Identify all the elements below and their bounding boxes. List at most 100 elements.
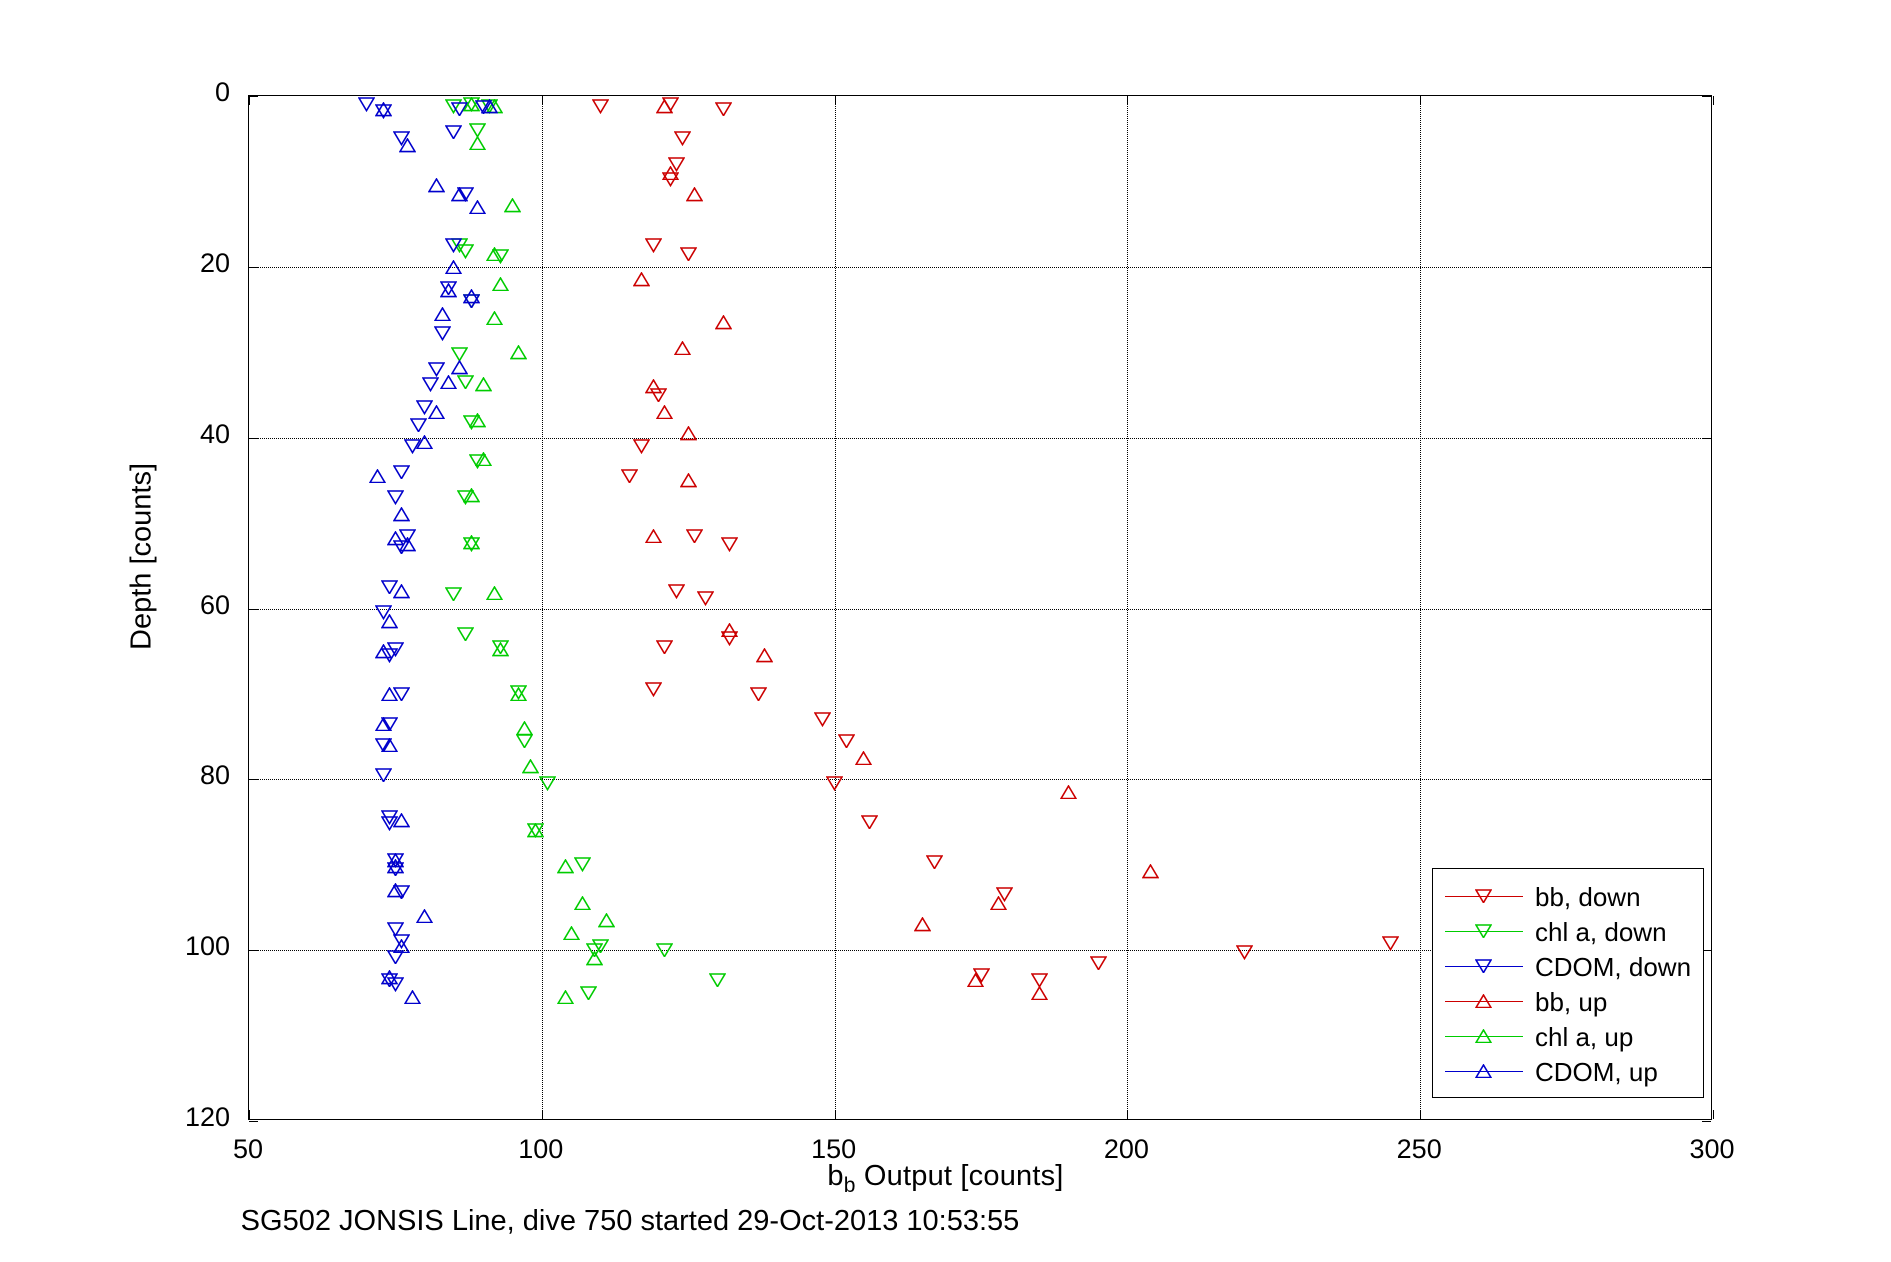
data-point [515,720,534,741]
triangle-down-icon [1474,958,1493,979]
legend-sample [1445,1057,1523,1087]
plot-area [248,95,1714,1122]
data-point [509,686,528,707]
data-point [486,585,504,606]
data-point [995,887,1014,907]
legend-item-chl-a-down[interactable]: chl a, down [1433,914,1703,949]
data-point [456,490,475,510]
data-point [913,916,932,937]
data-point [415,434,434,455]
x-tick-label: 150 [811,1134,857,1164]
data-point [445,586,463,607]
data-point [1382,936,1400,956]
data-point [386,882,405,903]
triangle-up-icon [1474,992,1493,1014]
x-axis-tick [541,96,543,105]
data-point [620,468,639,489]
data-point [591,99,610,119]
data-point [755,647,774,668]
y-axis-tick [1702,950,1711,952]
data-point [632,439,651,459]
data-point [427,404,446,425]
data-point [462,293,481,314]
x-axis-tick [834,96,836,105]
triangle-up-icon [1474,1027,1493,1049]
data-point [392,938,411,959]
data-point [392,464,411,485]
data-point [491,249,510,269]
data-point [439,282,457,303]
data-point [462,96,481,117]
legend-line [1445,1070,1523,1072]
data-point [386,530,405,551]
data-point [521,758,539,779]
data-point [749,686,768,707]
data-point [450,101,469,122]
data-point [450,346,469,367]
data-point [714,101,733,122]
legend-label: CDOM, up [1535,1056,1658,1087]
data-point [386,921,405,942]
data-point [491,639,510,660]
data-point [486,310,504,331]
data-point [374,715,393,737]
data-point [491,641,510,662]
x-axis-tick [249,1110,250,1119]
data-point [491,276,510,297]
data-point [439,374,457,395]
data-point [374,104,393,124]
legend-sample [1445,1022,1523,1052]
data-point [573,857,592,877]
data-point [374,101,393,122]
data-point [462,537,481,557]
data-point [468,123,487,143]
legend-line [1445,1035,1523,1037]
data-point [380,686,399,707]
data-point [591,938,610,959]
data-point [685,186,703,207]
data-point [462,415,481,435]
data-point [468,135,487,156]
data-point [579,985,598,1006]
x-axis-tick [1127,1110,1129,1119]
legend-line [1445,965,1523,967]
data-point [462,534,481,555]
legend-item-cdom-down[interactable]: CDOM, down [1433,949,1703,984]
data-point [661,164,680,186]
legend-sample [1445,882,1523,912]
data-point [644,378,662,399]
data-point [474,376,493,397]
legend-item-cdom-up[interactable]: CDOM, up [1433,1054,1703,1089]
data-point [468,454,487,474]
data-point [456,375,475,395]
data-point [655,943,674,963]
legend-item-chl-a-up[interactable]: chl a, up [1433,1019,1703,1054]
data-point [474,99,493,120]
data-point [386,852,405,873]
x-axis-title-subscript: b [843,1173,856,1197]
data-point [679,246,698,267]
y-axis-tick [1702,1121,1711,1122]
x-tick-label: 100 [518,1134,564,1164]
y-tick-label: 120 [184,1102,230,1132]
legend-item-bb-down[interactable]: bb, down [1433,879,1703,914]
data-point [392,506,411,527]
data-point [573,895,592,916]
y-tick-label: 0 [214,77,230,107]
legend-line [1445,930,1523,932]
data-point [368,468,387,489]
data-point [655,98,674,119]
data-point [860,814,879,835]
data-point [450,186,469,207]
data-point [486,246,504,267]
legend-item-bb-up[interactable]: bb, up [1433,984,1703,1019]
data-point [433,305,452,327]
triangle-up-icon [1474,1062,1493,1084]
data-point [1141,863,1160,884]
x-tick-label: 50 [232,1134,264,1164]
data-point [398,528,417,549]
x-axis-title: bb Output [counts] [0,1160,1891,1198]
legend-sample [1445,917,1523,947]
data-point [445,124,463,145]
